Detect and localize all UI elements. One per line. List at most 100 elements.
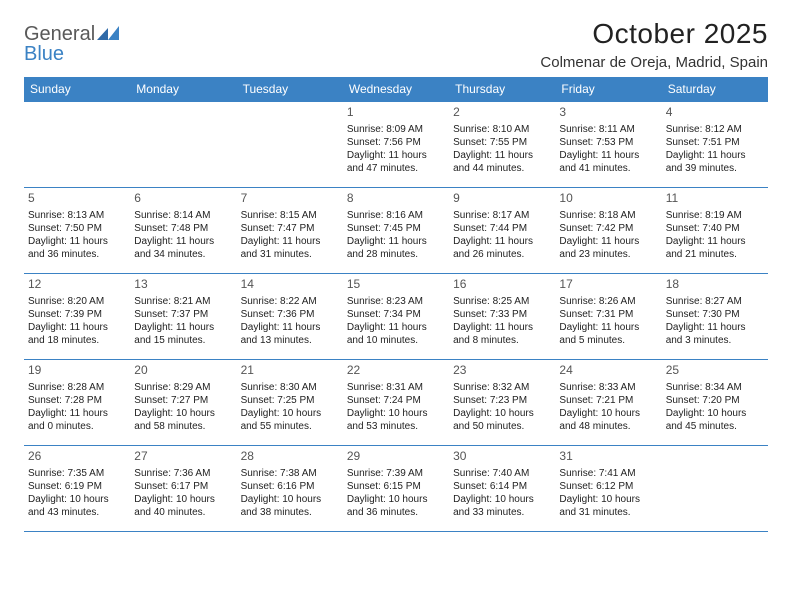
daylight-line: Daylight: 11 hours and 5 minutes. bbox=[559, 321, 657, 347]
sunset-line: Sunset: 7:45 PM bbox=[347, 222, 445, 235]
sunset-line: Sunset: 6:14 PM bbox=[453, 480, 551, 493]
day-number: 4 bbox=[666, 105, 764, 121]
sunrise-line: Sunrise: 7:41 AM bbox=[559, 467, 657, 480]
calendar-cell: 28Sunrise: 7:38 AMSunset: 6:16 PMDayligh… bbox=[237, 446, 343, 532]
sunset-line: Sunset: 6:15 PM bbox=[347, 480, 445, 493]
daylight-line: Daylight: 11 hours and 23 minutes. bbox=[559, 235, 657, 261]
sunrise-line: Sunrise: 8:28 AM bbox=[28, 381, 126, 394]
sunrise-line: Sunrise: 8:34 AM bbox=[666, 381, 764, 394]
day-number: 15 bbox=[347, 277, 445, 293]
sunset-line: Sunset: 7:55 PM bbox=[453, 136, 551, 149]
sunset-line: Sunset: 7:27 PM bbox=[134, 394, 232, 407]
sunset-line: Sunset: 7:48 PM bbox=[134, 222, 232, 235]
calendar-cell: 29Sunrise: 7:39 AMSunset: 6:15 PMDayligh… bbox=[343, 446, 449, 532]
day-number: 7 bbox=[241, 191, 339, 207]
day-number: 6 bbox=[134, 191, 232, 207]
sunrise-line: Sunrise: 8:30 AM bbox=[241, 381, 339, 394]
calendar-cell: 22Sunrise: 8:31 AMSunset: 7:24 PMDayligh… bbox=[343, 360, 449, 446]
calendar-head: SundayMondayTuesdayWednesdayThursdayFrid… bbox=[24, 77, 768, 102]
day-number: 26 bbox=[28, 449, 126, 465]
location-text: Colmenar de Oreja, Madrid, Spain bbox=[540, 54, 768, 71]
daylight-line: Daylight: 10 hours and 55 minutes. bbox=[241, 407, 339, 433]
day-number: 10 bbox=[559, 191, 657, 207]
sunrise-line: Sunrise: 8:10 AM bbox=[453, 123, 551, 136]
sunrise-line: Sunrise: 8:14 AM bbox=[134, 209, 232, 222]
calendar-body: 1Sunrise: 8:09 AMSunset: 7:56 PMDaylight… bbox=[24, 102, 768, 532]
calendar-cell: 19Sunrise: 8:28 AMSunset: 7:28 PMDayligh… bbox=[24, 360, 130, 446]
day-header-row: SundayMondayTuesdayWednesdayThursdayFrid… bbox=[24, 77, 768, 102]
calendar-cell: 27Sunrise: 7:36 AMSunset: 6:17 PMDayligh… bbox=[130, 446, 236, 532]
day-number: 2 bbox=[453, 105, 551, 121]
header: General Blue October 2025 Colmenar de Or… bbox=[24, 18, 768, 71]
calendar-cell: 17Sunrise: 8:26 AMSunset: 7:31 PMDayligh… bbox=[555, 274, 661, 360]
daylight-line: Daylight: 11 hours and 10 minutes. bbox=[347, 321, 445, 347]
sunrise-line: Sunrise: 8:16 AM bbox=[347, 209, 445, 222]
calendar-cell bbox=[662, 446, 768, 532]
sunrise-line: Sunrise: 8:22 AM bbox=[241, 295, 339, 308]
day-number: 19 bbox=[28, 363, 126, 379]
sunrise-line: Sunrise: 7:35 AM bbox=[28, 467, 126, 480]
brand-name: General Blue bbox=[24, 24, 119, 64]
sunrise-line: Sunrise: 7:38 AM bbox=[241, 467, 339, 480]
daylight-line: Daylight: 11 hours and 41 minutes. bbox=[559, 149, 657, 175]
daylight-line: Daylight: 10 hours and 33 minutes. bbox=[453, 493, 551, 519]
daylight-line: Daylight: 11 hours and 8 minutes. bbox=[453, 321, 551, 347]
daylight-line: Daylight: 11 hours and 39 minutes. bbox=[666, 149, 764, 175]
calendar-cell: 2 Sunrise: 8:10 AMSunset: 7:55 PMDaylight… bbox=[449, 102, 555, 188]
sunrise-line: Sunrise: 7:40 AM bbox=[453, 467, 551, 480]
sunrise-line: Sunrise: 8:29 AM bbox=[134, 381, 232, 394]
calendar-table: SundayMondayTuesdayWednesdayThursdayFrid… bbox=[24, 77, 768, 532]
calendar-week-row: 26Sunrise: 7:35 AMSunset: 6:19 PMDayligh… bbox=[24, 446, 768, 532]
day-number: 1 bbox=[347, 105, 445, 121]
brand-logo: General Blue bbox=[24, 18, 119, 64]
calendar-cell: 16Sunrise: 8:25 AMSunset: 7:33 PMDayligh… bbox=[449, 274, 555, 360]
sunset-line: Sunset: 7:39 PM bbox=[28, 308, 126, 321]
calendar-cell: 4Sunrise: 8:12 AMSunset: 7:51 PMDaylight… bbox=[662, 102, 768, 188]
title-block: October 2025 Colmenar de Oreja, Madrid, … bbox=[540, 18, 768, 71]
daylight-line: Daylight: 11 hours and 26 minutes. bbox=[453, 235, 551, 261]
calendar-cell: 8Sunrise: 8:16 AMSunset: 7:45 PMDaylight… bbox=[343, 188, 449, 274]
sunset-line: Sunset: 7:28 PM bbox=[28, 394, 126, 407]
daylight-line: Daylight: 11 hours and 47 minutes. bbox=[347, 149, 445, 175]
day-number: 12 bbox=[28, 277, 126, 293]
calendar-cell: 1Sunrise: 8:09 AMSunset: 7:56 PMDaylight… bbox=[343, 102, 449, 188]
daylight-line: Daylight: 11 hours and 31 minutes. bbox=[241, 235, 339, 261]
daylight-line: Daylight: 10 hours and 53 minutes. bbox=[347, 407, 445, 433]
day-number: 3 bbox=[559, 105, 657, 121]
calendar-cell bbox=[24, 102, 130, 188]
sunrise-line: Sunrise: 8:11 AM bbox=[559, 123, 657, 136]
sunrise-line: Sunrise: 8:13 AM bbox=[28, 209, 126, 222]
day-number: 21 bbox=[241, 363, 339, 379]
sunset-line: Sunset: 7:33 PM bbox=[453, 308, 551, 321]
calendar-week-row: 19 Sunrise: 8:28 AMSunset: 7:28 PM Dayligh… bbox=[24, 360, 768, 446]
sunrise-line: Sunrise: 8:21 AM bbox=[134, 295, 232, 308]
calendar-week-row: 12Sunrise: 8:20 AMSunset: 7:39 PMDayligh… bbox=[24, 274, 768, 360]
sunrise-line: Sunrise: 8:17 AM bbox=[453, 209, 551, 222]
sunrise-line: Sunrise: 8:12 AM bbox=[666, 123, 764, 136]
sunrise-line: Sunrise: 8:15 AM bbox=[241, 209, 339, 222]
calendar-cell: 9Sunrise: 8:17 AMSunset: 7:44 PMDaylight… bbox=[449, 188, 555, 274]
daylight-line: Daylight: 10 hours and 36 minutes. bbox=[347, 493, 445, 519]
sunrise-line: Sunrise: 8:27 AM bbox=[666, 295, 764, 308]
day-number: 8 bbox=[347, 191, 445, 207]
daylight-line: Daylight: 11 hours and 21 minutes. bbox=[666, 235, 764, 261]
sunset-line: Sunset: 7:47 PM bbox=[241, 222, 339, 235]
day-header: Sunday bbox=[24, 77, 130, 102]
sunset-line: Sunset: 7:37 PM bbox=[134, 308, 232, 321]
day-number: 22 bbox=[347, 363, 445, 379]
brand-mark-icon bbox=[97, 26, 119, 40]
calendar-week-row: 5Sunrise: 8:13 AMSunset: 7:50 PMDaylight… bbox=[24, 188, 768, 274]
calendar-cell: 10Sunrise: 8:18 AMSunset: 7:42 PMDayligh… bbox=[555, 188, 661, 274]
daylight-line: Daylight: 11 hours and 18 minutes. bbox=[28, 321, 126, 347]
day-number: 9 bbox=[453, 191, 551, 207]
calendar-cell: 13Sunrise: 8:21 AMSunset: 7:37 PMDayligh… bbox=[130, 274, 236, 360]
day-number: 23 bbox=[453, 363, 551, 379]
daylight-line: Daylight: 11 hours and 44 minutes. bbox=[453, 149, 551, 175]
sunset-line: Sunset: 7:21 PM bbox=[559, 394, 657, 407]
sunrise-line: Sunrise: 8:32 AM bbox=[453, 381, 551, 394]
sunset-line: Sunset: 6:12 PM bbox=[559, 480, 657, 493]
calendar-cell: 18Sunrise: 8:27 AMSunset: 7:30 PMDayligh… bbox=[662, 274, 768, 360]
sunrise-line: Sunrise: 8:20 AM bbox=[28, 295, 126, 308]
daylight-line: Daylight: 10 hours and 58 minutes. bbox=[134, 407, 232, 433]
calendar-cell: 3Sunrise: 8:11 AMSunset: 7:53 PMDaylight… bbox=[555, 102, 661, 188]
